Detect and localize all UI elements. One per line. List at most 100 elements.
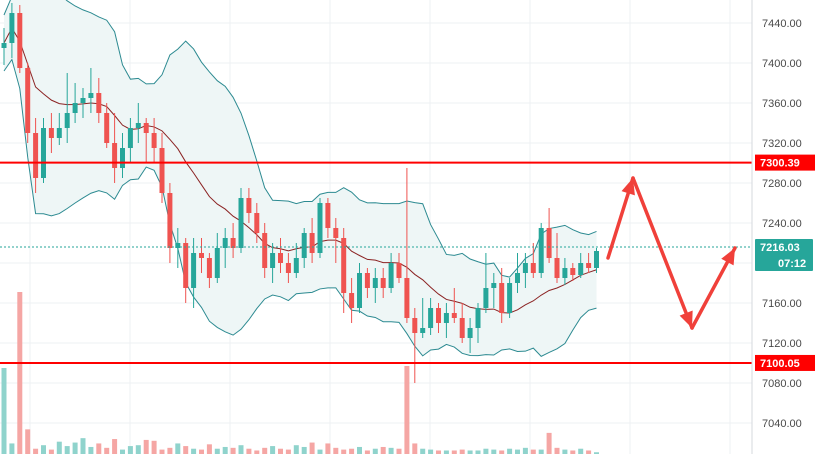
band-upper-line bbox=[3, 0, 597, 278]
candle-body bbox=[191, 253, 197, 288]
volume-bar bbox=[80, 438, 86, 454]
price-axis[interactable]: 7440.00 7400.00 7360.00 7320.00 7280.00 7240.… bbox=[751, 0, 820, 454]
y-tick-label: 7320.00 bbox=[762, 138, 802, 150]
candle-body bbox=[586, 263, 592, 268]
volume-bar bbox=[594, 452, 599, 454]
candle-body bbox=[554, 258, 560, 278]
candle-body bbox=[443, 313, 449, 323]
volume-bar bbox=[515, 449, 520, 454]
volume-bar bbox=[483, 448, 489, 454]
volume-bar bbox=[48, 449, 54, 454]
level-price-label: 7300.39 bbox=[760, 158, 800, 170]
candle-body bbox=[309, 233, 315, 253]
candle-body bbox=[428, 308, 434, 328]
candle-body bbox=[230, 238, 236, 248]
candle-body bbox=[175, 243, 181, 248]
band-fill bbox=[4, 0, 597, 357]
y-tick-label: 7360.00 bbox=[762, 98, 802, 110]
candle-body bbox=[349, 293, 355, 308]
volume-bar bbox=[586, 450, 592, 454]
volume-bar bbox=[222, 446, 228, 454]
candle-body bbox=[159, 148, 165, 193]
candle-body bbox=[285, 263, 291, 273]
candle-body bbox=[404, 278, 410, 318]
volume-bar bbox=[278, 448, 283, 454]
candle-body bbox=[25, 68, 31, 133]
candle-body bbox=[325, 203, 331, 228]
candle-body bbox=[459, 318, 465, 338]
volume-bar bbox=[1, 368, 7, 454]
band-lower-line bbox=[3, 58, 597, 357]
volume-bar bbox=[372, 448, 378, 454]
candle-body bbox=[199, 253, 204, 258]
candle-body bbox=[64, 113, 70, 128]
volume-bar bbox=[459, 449, 465, 454]
volume-bar bbox=[285, 449, 291, 454]
volume-bar bbox=[404, 366, 410, 454]
candle-body bbox=[214, 248, 220, 278]
candle-body bbox=[56, 128, 62, 138]
y-tick-label: 7040.00 bbox=[762, 418, 802, 430]
level-price-tag bbox=[755, 354, 815, 371]
level-price-label: 7100.05 bbox=[760, 358, 800, 370]
volume-bar bbox=[293, 445, 299, 454]
volume-bar bbox=[17, 292, 23, 454]
candle-body bbox=[436, 308, 441, 323]
candle-body bbox=[538, 228, 544, 273]
y-tick-label: 7400.00 bbox=[762, 58, 802, 70]
volume-bar bbox=[183, 446, 189, 454]
volume-bar bbox=[309, 442, 315, 454]
horizontal-levels[interactable] bbox=[0, 161, 752, 364]
volume-bar bbox=[254, 450, 260, 454]
volume-bar bbox=[333, 447, 339, 454]
candle-body bbox=[9, 13, 15, 43]
y-tick-label: 7160.00 bbox=[762, 298, 802, 310]
volume-bar bbox=[214, 448, 220, 454]
candle-body bbox=[41, 128, 46, 178]
volume-bar bbox=[270, 446, 276, 454]
volume-bar bbox=[412, 443, 418, 454]
candle-body bbox=[420, 328, 426, 333]
volume-bar bbox=[143, 439, 149, 454]
y-tick-label: 7440.00 bbox=[762, 18, 802, 30]
candle-body bbox=[80, 98, 86, 103]
volume-bar bbox=[475, 450, 481, 454]
candle-body bbox=[578, 263, 584, 275]
candle-body bbox=[530, 263, 536, 273]
bollinger-band bbox=[3, 0, 597, 357]
volume-bar bbox=[499, 450, 505, 454]
volume-bar bbox=[64, 446, 70, 454]
candle-body bbox=[372, 278, 378, 288]
candle-body bbox=[380, 278, 386, 288]
y-tick-label: 7080.00 bbox=[762, 378, 802, 390]
volume-bar bbox=[436, 450, 441, 454]
candle-body bbox=[507, 283, 513, 313]
candle-body bbox=[562, 268, 568, 278]
volume-bar bbox=[127, 446, 133, 454]
volume-bar bbox=[570, 450, 576, 454]
volume-bar bbox=[530, 449, 536, 454]
candle-body bbox=[594, 251, 599, 268]
volume-bar bbox=[451, 450, 457, 454]
candle-body bbox=[127, 128, 133, 148]
candle-body bbox=[270, 253, 276, 268]
volume-bar bbox=[56, 441, 62, 454]
volume-bar bbox=[301, 446, 307, 454]
volume-bar bbox=[112, 439, 118, 454]
candle-body bbox=[293, 258, 299, 273]
volume-bar bbox=[546, 432, 552, 454]
candle-body bbox=[104, 113, 110, 143]
volume-bar bbox=[380, 446, 386, 454]
candle-body bbox=[33, 133, 39, 178]
volume-bar bbox=[538, 449, 544, 454]
candle-body bbox=[467, 328, 473, 338]
volume-bar bbox=[262, 447, 268, 454]
projection-arrow-head bbox=[679, 310, 693, 328]
volume-bar bbox=[175, 443, 181, 454]
volume-bar bbox=[72, 442, 78, 454]
candle-body bbox=[206, 258, 212, 278]
candle-body bbox=[546, 228, 552, 258]
candle-body bbox=[151, 133, 157, 148]
candle-body bbox=[48, 128, 54, 138]
